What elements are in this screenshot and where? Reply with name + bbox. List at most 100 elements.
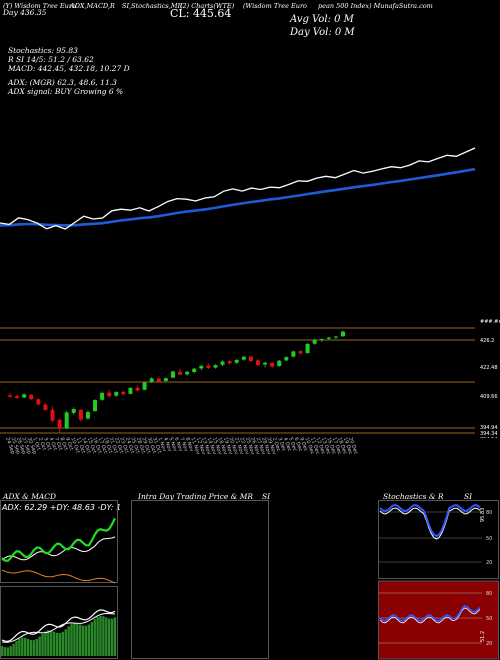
stoch-level-label: 50 bbox=[486, 536, 492, 542]
candle-body bbox=[333, 336, 338, 338]
candle-body bbox=[135, 387, 140, 391]
avg-vol: Avg Vol: 0 M bbox=[290, 14, 354, 25]
header-site: pean 500 Index) MunafaSutra.com bbox=[318, 2, 433, 10]
candle-body bbox=[156, 378, 161, 382]
candle-body bbox=[341, 331, 345, 337]
date-tick-label: 4 Oct bbox=[48, 437, 58, 452]
candle-body bbox=[270, 363, 275, 367]
candle-body bbox=[199, 365, 204, 369]
adx-line bbox=[1, 536, 116, 561]
date-tick-label: 21 Oct bbox=[108, 437, 119, 455]
candle-body bbox=[305, 343, 310, 353]
candle-body bbox=[319, 339, 324, 341]
macd-frame bbox=[0, 586, 118, 659]
candle-body bbox=[22, 394, 27, 398]
candle-body bbox=[29, 394, 34, 400]
candle-body bbox=[8, 395, 12, 397]
candle-body bbox=[284, 357, 289, 361]
adx-signal-readout: ADX signal: BUY Growing 6 % bbox=[8, 87, 124, 96]
header-left: (Y) Wisdom Tree Euro bbox=[3, 2, 76, 10]
rsi-readout: 51.2 bbox=[480, 631, 486, 642]
adx-macd-panel: ADX: 62.29 +DY: 48.63 -DY: 11.3 bbox=[0, 500, 120, 659]
date-tick-label: 17 Dec bbox=[331, 437, 343, 456]
day-vol: Day Vol: 0 M bbox=[290, 27, 355, 38]
date-tick-label: 18 Dec bbox=[336, 437, 348, 456]
header-charts: (2) Charts(WTE) bbox=[180, 2, 235, 10]
candle-body bbox=[71, 409, 76, 413]
date-tick-label: 5 Nov bbox=[167, 437, 178, 453]
date-tick-label: 25 Nov bbox=[244, 437, 256, 456]
date-tick-label: 19 Nov bbox=[222, 437, 234, 456]
candle-body bbox=[142, 382, 147, 390]
candle-body bbox=[248, 356, 253, 361]
candle-body bbox=[227, 361, 232, 364]
date-tick-label: 24 Oct bbox=[124, 437, 135, 455]
candle-body bbox=[255, 360, 260, 366]
day-label: Day bbox=[3, 8, 18, 17]
day-value: 436.35 bbox=[20, 8, 47, 17]
stochastics-readout: Stochastics: 95.83 bbox=[8, 46, 78, 55]
adx-readout: ADX: (MGR) 62.3, 48.6, 11.3 bbox=[8, 78, 117, 87]
ema-series-line bbox=[0, 167, 476, 227]
date-tick-label: 3 Oct bbox=[42, 437, 52, 452]
date-tick-label: 16 Oct bbox=[91, 437, 102, 455]
date-tick-label: 19 Dec bbox=[342, 437, 354, 456]
candle-body bbox=[241, 356, 246, 360]
date-tick-label: 22 Nov bbox=[238, 437, 250, 456]
header-indicators-2: SI,Stochastics,MR bbox=[122, 2, 183, 10]
candle-body bbox=[121, 391, 126, 395]
date-tick-label: 12 Nov bbox=[195, 437, 207, 456]
date-tick-label: 25 Oct bbox=[129, 437, 140, 455]
header-symbol: (Wisdom Tree Euro bbox=[243, 2, 307, 10]
candle-body bbox=[170, 371, 175, 378]
date-tick-label: 22 Oct bbox=[113, 437, 124, 455]
candle-body bbox=[263, 362, 268, 365]
rsi-avg-line bbox=[379, 607, 481, 624]
stoch-level-label: 80 bbox=[486, 510, 492, 516]
candlestick-chart: ###.## 426.2 422.48 409.66 394.94394.34394.5… bbox=[0, 319, 500, 438]
candle-body bbox=[277, 360, 282, 367]
date-tick-label: 4 Nov bbox=[162, 437, 173, 453]
date-tick-label: 9 Oct bbox=[64, 437, 74, 452]
candle-body bbox=[100, 392, 105, 400]
date-tick-label: 18 Oct bbox=[102, 437, 113, 455]
date-tick-label: 14 Oct bbox=[80, 437, 91, 455]
date-tick-label: 7 Oct bbox=[53, 437, 63, 452]
date-tick-label: 21 Nov bbox=[233, 437, 245, 456]
date-tick-label: 18 Nov bbox=[216, 437, 228, 456]
candle-body bbox=[43, 404, 48, 411]
candle-body bbox=[206, 365, 211, 368]
date-tick-label: 2 Oct bbox=[37, 437, 47, 452]
candle-body bbox=[185, 371, 190, 375]
candle-body bbox=[50, 409, 55, 421]
price-level-label: ###.## bbox=[480, 319, 500, 325]
day-readout: Day 436.35 bbox=[3, 8, 46, 17]
date-tick-label: 5 Dec bbox=[287, 437, 298, 453]
rsi-level-label: 50 bbox=[486, 616, 492, 622]
mr-panel-si: SI bbox=[262, 492, 271, 501]
stoch-level-label: 20 bbox=[486, 560, 492, 566]
candle-body bbox=[36, 399, 41, 405]
date-tick-label: 2 Dec bbox=[271, 437, 282, 453]
stoch-k-line bbox=[379, 503, 481, 538]
adx-value-text: ADX: 62.29 +DY: 48.63 -DY: 11.3 bbox=[1, 503, 120, 512]
date-tick-label: 13 Dec bbox=[320, 437, 332, 456]
candle-body bbox=[107, 392, 112, 397]
date-tick-label: 11 Dec bbox=[309, 437, 321, 456]
date-tick-label: 31 Oct bbox=[151, 437, 162, 455]
candle-body bbox=[234, 359, 239, 363]
candle-body bbox=[15, 395, 20, 398]
date-tick-label: 20 Nov bbox=[227, 437, 239, 456]
date-tick-label: 20 Dec bbox=[347, 437, 359, 456]
close-series-line bbox=[0, 147, 476, 230]
date-tick-label: 14 Nov bbox=[206, 437, 218, 456]
date-tick-label: 29 Oct bbox=[140, 437, 151, 455]
date-tick-label: 13 Nov bbox=[200, 437, 212, 456]
mr-panel bbox=[131, 500, 269, 659]
mr-frame bbox=[131, 500, 269, 659]
candle-body bbox=[291, 351, 296, 357]
candle-body bbox=[326, 337, 331, 339]
macd-readout: MACD: 442.45, 432.18, 10.27 D bbox=[8, 64, 130, 73]
adx-panel-title: ADX & MACD bbox=[3, 492, 57, 501]
